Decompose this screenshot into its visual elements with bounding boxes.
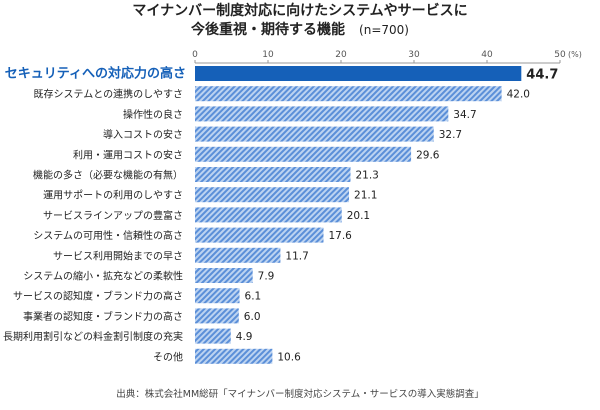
bar (195, 207, 342, 223)
category-label: システムの縮小・拡充などの柔軟性 (23, 270, 183, 283)
bar (195, 328, 231, 344)
category-label: サービスの認知度・ブランド力の高さ (13, 290, 183, 303)
bar (195, 126, 434, 142)
bar-value-label: 6.0 (244, 311, 261, 323)
category-label: 既存システムとの連携のしやすさ (34, 88, 184, 101)
chart-title: マイナンバー制度対応に向けたシステムやサービスに 今後重視・期待する機能 (n=7… (0, 2, 600, 40)
category-label: 事業者の認知度・ブランド力の高さ (23, 310, 183, 323)
bar (195, 187, 350, 203)
category-label: 機能の多さ（必要な機能の有無） (33, 169, 183, 182)
category-label: その他 (153, 350, 183, 363)
bar-value-label: 11.7 (285, 250, 308, 262)
chart-title-line2: 今後重視・期待する機能 (n=700) (0, 21, 600, 40)
x-unit-label: (%) (568, 50, 582, 59)
bar-value-label: 20.1 (347, 210, 370, 222)
category-labels: セキュリティへの対応力の高さ既存システムとの連携のしやすさ操作性の良さ導入コスト… (3, 66, 186, 364)
category-label: サービス利用開始までの早さ (53, 249, 183, 262)
bar (195, 288, 240, 304)
bar-chart: 0 10 20 30 40 50 (%) セキュリティへの対応力の高さ既存システムとの連携の… (3, 50, 582, 364)
category-label: 運用サポートの利用のしやすさ (43, 190, 183, 202)
bar (195, 66, 522, 81)
bar-value-label: 32.7 (439, 129, 462, 141)
category-label: サービスラインアップの豊富さ (43, 209, 183, 222)
bar-value-label: 34.7 (453, 109, 476, 121)
x-tick-label: 20 (335, 50, 347, 60)
source-note: 出典：株式会社MM総研「マイナンバー制度対応システム・サービスの導入実態調査」 (116, 389, 484, 400)
category-label: 利用・運用コストの安さ (73, 148, 183, 161)
category-label: 導入コストの安さ (103, 128, 183, 141)
sample-size: (n=700) (359, 23, 409, 37)
bar-value-label: 21.3 (355, 170, 378, 182)
bar-value-label: 44.7 (526, 68, 558, 83)
value-labels: 44.7 42.0 34.7 32.7 29.6 21.3 21.1 20.1 17.6 11.7… (236, 68, 559, 364)
bar (195, 86, 502, 102)
bars (195, 66, 522, 364)
x-tick-label: 40 (481, 50, 493, 60)
bar (195, 227, 324, 243)
bar (195, 268, 253, 283)
bar (195, 348, 273, 364)
bar-value-label: 42.0 (507, 89, 530, 101)
category-label: システムの可用性・信頼性の高さ (33, 229, 183, 242)
bar (195, 247, 281, 263)
category-label: 長期利用割引などの料金割引制度の充実 (3, 330, 183, 343)
category-label: 操作性の良さ (123, 108, 183, 121)
x-tick-label: 30 (408, 50, 420, 60)
chart-title-line1: マイナンバー制度対応に向けたシステムやサービスに (132, 3, 468, 19)
bar (195, 146, 412, 162)
bar (195, 308, 239, 324)
bar-value-label: 21.1 (354, 190, 377, 202)
chart-title-main: 今後重視・期待する機能 (191, 22, 346, 38)
bar (195, 106, 449, 122)
bar-value-label: 10.6 (277, 351, 301, 363)
x-axis: 0 10 20 30 40 50 (%) (192, 50, 582, 64)
category-label: セキュリティへの対応力の高さ (5, 66, 186, 82)
bar-value-label: 17.6 (328, 230, 352, 242)
bar-value-label: 7.9 (258, 271, 275, 283)
x-tick-label: 50 (554, 50, 566, 60)
bar (195, 167, 351, 182)
bar-value-label: 6.1 (245, 291, 262, 303)
x-tick-label: 0 (192, 50, 198, 60)
bar-value-label: 29.6 (416, 149, 440, 161)
x-tick-label: 10 (262, 50, 274, 60)
bar-value-label: 4.9 (236, 331, 253, 343)
